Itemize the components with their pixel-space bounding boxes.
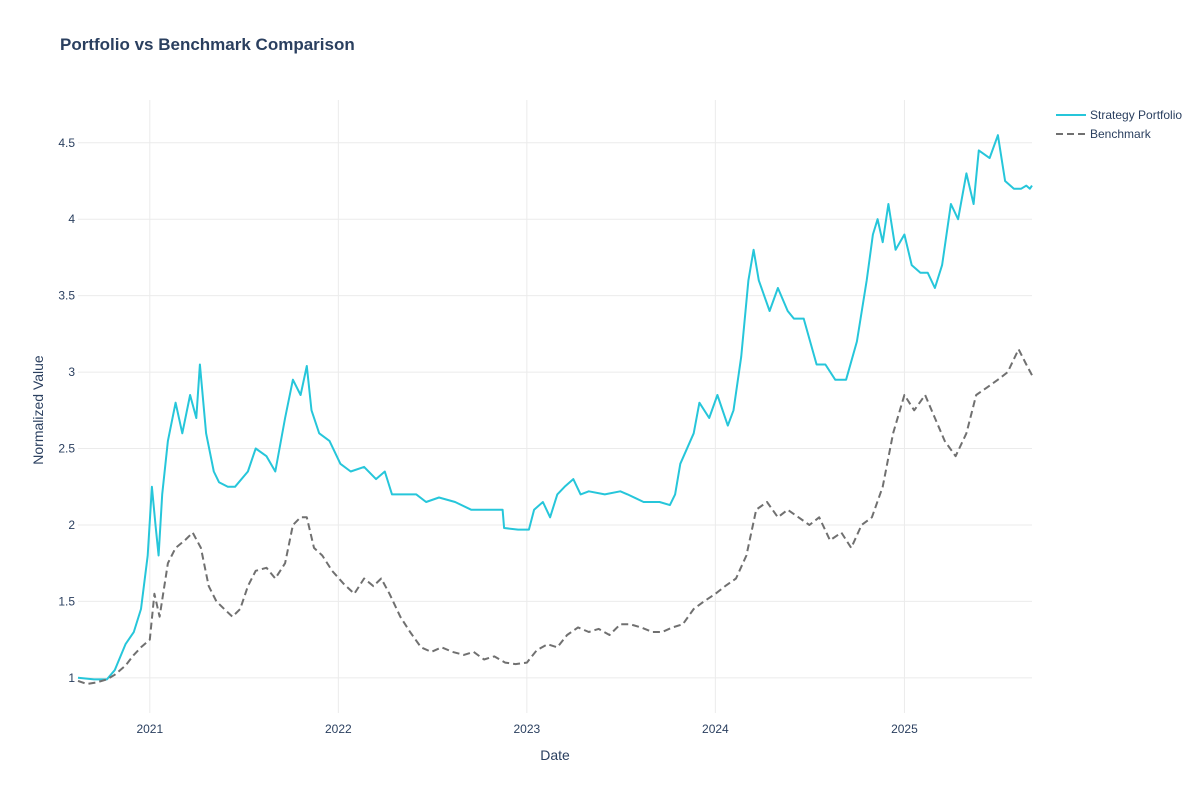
x-tick-label: 2025 [891, 722, 918, 736]
y-tick-label: 4 [68, 212, 75, 226]
x-tick-label: 2022 [325, 722, 352, 736]
y-tick-label: 1 [68, 671, 75, 685]
legend-label: Strategy Portfolio [1090, 108, 1182, 122]
x-axis-title: Date [540, 747, 570, 763]
legend-item[interactable]: Benchmark [1056, 127, 1152, 141]
y-tick-label: 3.5 [58, 289, 75, 303]
x-tick-label: 2021 [136, 722, 163, 736]
grid-layer [78, 100, 1032, 713]
y-tick-label: 3 [68, 365, 75, 379]
strategy-portfolio-line[interactable] [77, 134, 1033, 681]
y-tick-label: 4.5 [58, 136, 75, 150]
legend-item[interactable]: Strategy Portfolio [1056, 108, 1182, 122]
y-tick-label: 1.5 [58, 594, 75, 608]
series-layer [77, 134, 1033, 685]
chart-title: Portfolio vs Benchmark Comparison [60, 35, 355, 54]
x-tick-label: 2024 [702, 722, 729, 736]
x-tick-label: 2023 [513, 722, 540, 736]
y-tick-label: 2.5 [58, 442, 75, 456]
y-axis-title: Normalized Value [30, 355, 46, 465]
benchmark-line[interactable] [77, 348, 1033, 685]
y-tick-label: 2 [68, 518, 75, 532]
legend-label: Benchmark [1090, 127, 1152, 141]
legend[interactable]: Strategy Portfolio Benchmark [1056, 108, 1182, 141]
tick-labels: 1 1.5 2 2.5 3 3.5 4 4.5 2021 2022 2023 2024 2025 [58, 136, 918, 736]
